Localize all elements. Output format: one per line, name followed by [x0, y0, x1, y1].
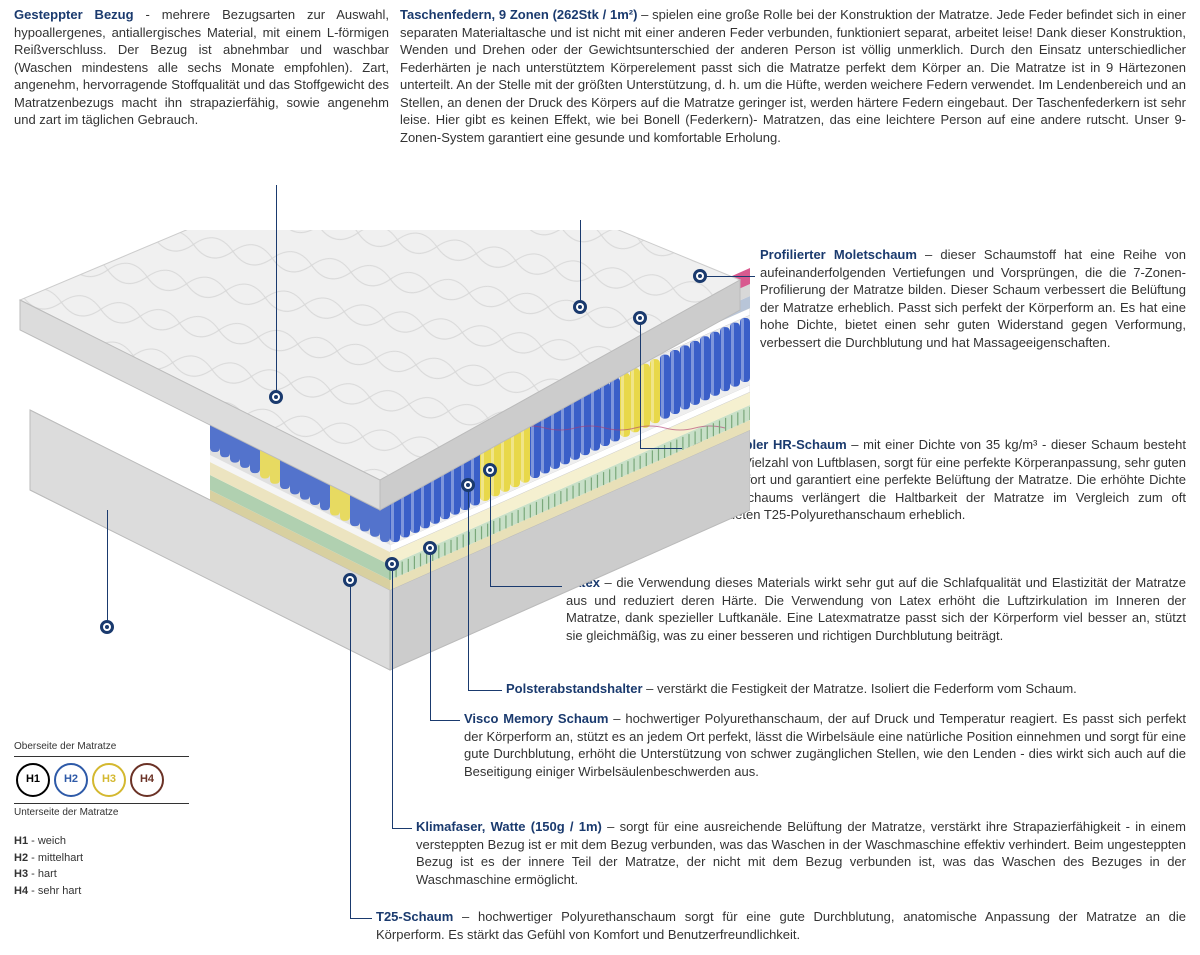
hardness-circle-h2: H2 — [54, 763, 88, 797]
leader-molet — [700, 276, 755, 277]
leader-latex-v — [490, 470, 491, 586]
text-molet: – dieser Schaumstoff hat eine Reihe von … — [760, 247, 1186, 350]
marker-latex — [483, 463, 497, 477]
marker-t25 — [343, 573, 357, 587]
leader-springs — [580, 220, 581, 305]
title-t25: T25-Schaum — [376, 909, 453, 924]
title-klima: Klimafaser, Watte (150g / 1m) — [416, 819, 602, 834]
hardness-circle-h4: H4 — [130, 763, 164, 797]
marker-cover-side — [100, 620, 114, 634]
leader-spacer-h — [468, 690, 502, 691]
title-cover: Gesteppter Bezug — [14, 7, 134, 22]
title-molet: Profilierter Moletschaum — [760, 247, 917, 262]
hardness-row-h2: H2 - mittelhart — [14, 850, 214, 867]
leader-t25-v — [350, 580, 351, 918]
hardness-circle-h3: H3 — [92, 763, 126, 797]
leader-latex-h — [490, 586, 562, 587]
marker-springs — [573, 300, 587, 314]
hardness-row-h3: H3 - hart — [14, 866, 214, 883]
section-visco: Visco Memory Schaum – hochwertiger Polyu… — [464, 710, 1186, 780]
hardness-legend: Oberseite der Matratze H1H2H3H4 Untersei… — [14, 740, 214, 899]
hardness-row-h1: H1 - weich — [14, 833, 214, 850]
marker-visco — [423, 541, 437, 555]
section-springs: Taschenfedern, 9 Zonen (262Stk / 1m²) – … — [400, 6, 1186, 146]
leader-visco-h — [430, 720, 460, 721]
leader-klima-h — [392, 828, 412, 829]
leader-cover-side — [107, 510, 108, 625]
hardness-top-label: Oberseite der Matratze — [14, 740, 189, 757]
text-t25: – hochwertiger Polyurethanschaum sorgt f… — [376, 909, 1186, 942]
hardness-bottom-label: Unterseite der Matratze — [14, 803, 189, 820]
leader-cover — [276, 185, 277, 395]
section-molet: Profilierter Moletschaum – dieser Schaum… — [760, 246, 1186, 351]
hardness-row-h4: H4 - sehr hart — [14, 883, 214, 900]
leader-hr-v — [640, 318, 641, 448]
text-cover: - mehrere Bezugsarten zur Auswahl, hypoa… — [14, 7, 389, 127]
title-springs: Taschenfedern, 9 Zonen (262Stk / 1m²) — [400, 7, 637, 22]
leader-t25-h — [350, 918, 372, 919]
marker-cover — [269, 390, 283, 404]
marker-molet — [693, 269, 707, 283]
leader-visco-v — [430, 548, 431, 720]
section-cover: Gesteppter Bezug - mehrere Bezugsarten z… — [14, 6, 389, 129]
hardness-circle-h1: H1 — [16, 763, 50, 797]
marker-hr — [633, 311, 647, 325]
section-t25: T25-Schaum – hochwertiger Polyurethansch… — [376, 908, 1186, 943]
section-hr: Hochflexibler HR-Schaum – mit einer Dich… — [686, 436, 1186, 524]
section-klima: Klimafaser, Watte (150g / 1m) – sorgt fü… — [416, 818, 1186, 888]
title-visco: Visco Memory Schaum — [464, 711, 609, 726]
marker-spacer — [461, 478, 475, 492]
mattress-diagram — [10, 230, 750, 700]
leader-klima-v — [392, 564, 393, 828]
leader-spacer-v — [468, 485, 469, 690]
marker-klima — [385, 557, 399, 571]
leader-hr-h — [640, 448, 682, 449]
text-springs: – spielen eine große Rolle bei der Konst… — [400, 7, 1186, 145]
